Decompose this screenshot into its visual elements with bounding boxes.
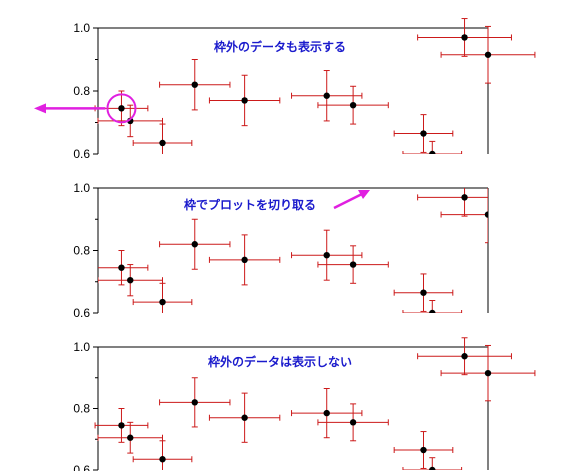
data-marker xyxy=(118,422,124,428)
annotation-text: 枠でプロットを切り取る xyxy=(184,197,316,212)
chart-panel-middle: 1.0 0.8 0.6 枠でプロットを切り取る xyxy=(73,179,535,326)
y-tick-label: 1.0 xyxy=(73,21,90,35)
data-point-9 xyxy=(418,338,512,375)
data-point-5 xyxy=(292,389,362,438)
data-marker xyxy=(324,410,330,416)
data-point-8 xyxy=(403,458,462,471)
data-marker xyxy=(324,252,330,258)
data-marker xyxy=(429,310,435,316)
data-marker xyxy=(159,140,165,146)
chart-panel-bottom: 1.0 0.8 0.6 枠外のデータは表示しない xyxy=(73,338,535,471)
data-marker xyxy=(127,277,133,283)
data-point-9 xyxy=(418,19,512,57)
data-marker xyxy=(461,34,467,40)
data-point-8 xyxy=(403,141,462,166)
data-marker xyxy=(485,370,491,376)
data-point-4 xyxy=(209,75,279,125)
y-tick-label: 0.6 xyxy=(73,147,90,161)
data-marker xyxy=(118,105,124,111)
data-marker xyxy=(350,261,356,267)
data-point-8 xyxy=(403,301,462,326)
y-tick-label: 0.8 xyxy=(73,402,90,416)
annotation-text: 枠外のデータは表示しない xyxy=(208,354,352,369)
data-point-2 xyxy=(133,441,192,471)
data-marker xyxy=(118,264,124,270)
data-point-3 xyxy=(160,378,230,427)
data-marker xyxy=(350,102,356,108)
data-point-2 xyxy=(133,283,192,321)
data-point-7 xyxy=(394,432,453,469)
data-point-10 xyxy=(441,345,535,400)
y-tick-label: 0.6 xyxy=(73,306,90,320)
chart-panel-top: 1.0 0.8 0.6 枠外のデータも表示する xyxy=(34,19,535,167)
data-marker xyxy=(429,151,435,157)
data-point-7 xyxy=(394,115,453,153)
data-marker xyxy=(420,447,426,453)
data-marker xyxy=(420,130,426,136)
data-point-1 xyxy=(98,422,163,453)
magenta-arrow-icon xyxy=(34,103,105,113)
data-point-3 xyxy=(160,60,230,110)
data-point-6 xyxy=(318,404,388,441)
data-marker xyxy=(241,415,247,421)
data-marker xyxy=(241,97,247,103)
data-point-1 xyxy=(98,265,163,296)
data-point-3 xyxy=(160,219,230,269)
y-tick-label: 0.8 xyxy=(73,84,90,98)
data-marker xyxy=(159,456,165,462)
data-point-7 xyxy=(394,274,453,312)
y-tick-label: 1.0 xyxy=(73,340,90,354)
data-marker xyxy=(350,419,356,425)
data-marker xyxy=(159,299,165,305)
data-marker xyxy=(192,241,198,247)
magenta-arrow-icon xyxy=(334,190,370,208)
data-marker xyxy=(241,257,247,263)
data-point-6 xyxy=(318,86,388,124)
y-tick-label: 0.8 xyxy=(73,244,90,258)
data-point-2 xyxy=(133,124,192,162)
data-marker xyxy=(461,194,467,200)
data-marker xyxy=(420,289,426,295)
data-marker xyxy=(429,467,435,471)
data-point-9 xyxy=(418,179,512,217)
data-point-5 xyxy=(292,230,362,280)
data-marker xyxy=(324,93,330,99)
y-tick-label: 0.6 xyxy=(73,463,90,471)
data-point-10 xyxy=(441,186,535,242)
data-point-4 xyxy=(209,235,279,285)
data-marker xyxy=(192,399,198,405)
data-point-10 xyxy=(441,26,535,83)
data-point-4 xyxy=(209,393,279,442)
y-tick-label: 1.0 xyxy=(73,181,90,195)
data-marker xyxy=(485,211,491,217)
data-point-6 xyxy=(318,246,388,284)
data-marker xyxy=(127,435,133,441)
data-point-5 xyxy=(292,71,362,121)
data-marker xyxy=(192,82,198,88)
data-marker xyxy=(461,353,467,359)
data-marker xyxy=(485,52,491,58)
annotation-text: 枠外のデータも表示する xyxy=(214,39,346,54)
